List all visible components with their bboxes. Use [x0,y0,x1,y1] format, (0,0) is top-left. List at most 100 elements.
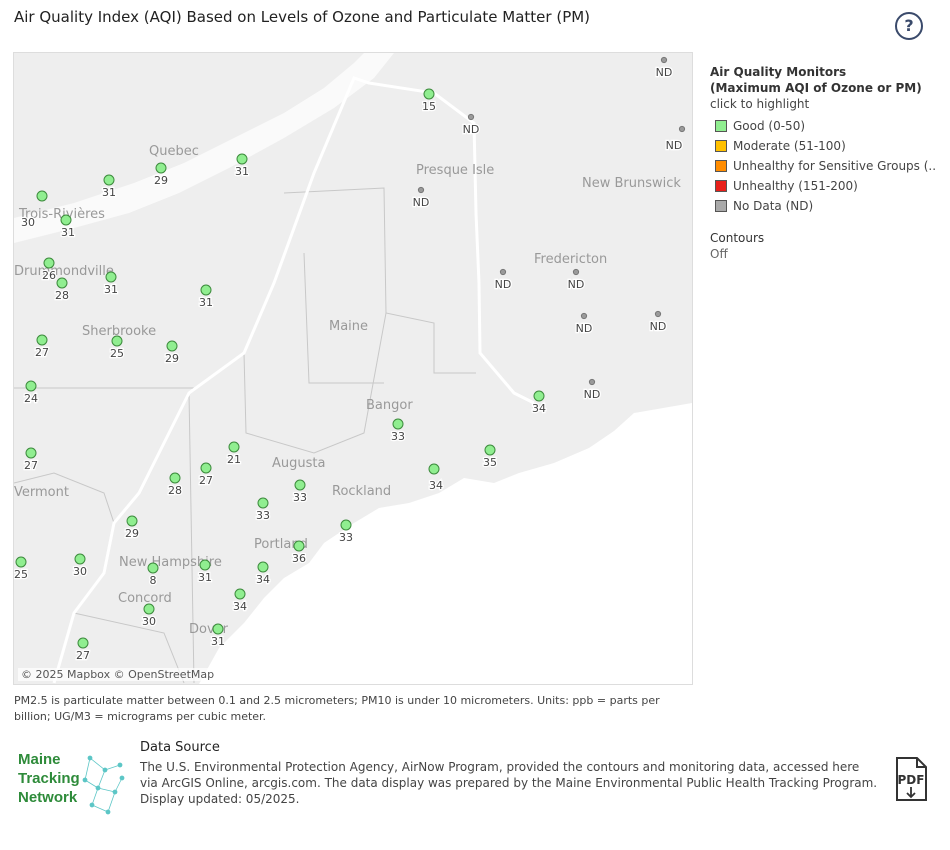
pdf-download-icon[interactable]: PDF [893,756,929,802]
monitor-marker[interactable]: 31 [103,271,119,297]
monitor-dot [533,390,545,402]
monitor-aqi-label: ND [656,66,673,79]
monitor-aqi-label: 15 [422,100,436,113]
place-label: New Brunswick [582,176,681,191]
contours-filter[interactable]: Contours Off [710,230,942,262]
monitor-aqi-label: ND [650,320,667,333]
map-canvas[interactable]: Quebec Trois-Rivières Drummondville Sherbro… [14,53,692,684]
legend-item-usg[interactable]: Unhealthy for Sensitive Groups (.. [710,156,942,176]
monitor-aqi-label: 31 [102,186,116,199]
monitor-marker[interactable]: 28 [167,472,183,498]
legend-item-moderate[interactable]: Moderate (51-100) [710,136,942,156]
monitor-marker[interactable]: 29 [153,162,169,188]
monitor-dot [147,562,159,574]
monitor-dot [392,418,404,430]
monitor-marker[interactable]: ND [582,378,602,402]
monitor-aqi-label: 31 [235,165,249,178]
monitor-aqi-label: 31 [211,635,225,648]
logo-line-3: Network [18,789,78,806]
monitor-aqi-label: 24 [24,392,38,405]
monitor-marker[interactable]: 31 [234,153,250,179]
monitor-dot [15,556,27,568]
maine-tracking-network-logo[interactable]: Maine Tracking Network [18,750,128,820]
monitor-marker[interactable]: 35 [482,444,498,470]
monitor-marker[interactable]: ND [664,125,686,153]
legend-swatch [715,180,727,192]
monitor-marker[interactable]: 36 [291,540,307,566]
legend-item-unhealthy[interactable]: Unhealthy (151-200) [710,176,942,196]
monitor-aqi-label: ND [568,278,585,291]
monitor-marker[interactable]: 28 [54,277,70,303]
monitor-marker[interactable]: 8 [147,562,159,588]
map-view[interactable]: Quebec Trois-Rivières Drummondville Sherbro… [13,52,693,685]
monitor-marker[interactable]: 34 [428,463,444,493]
monitor-marker[interactable]: 31 [101,174,117,200]
monitor-dot [572,268,580,276]
monitor-dot [74,553,86,565]
monitor-marker[interactable]: 33 [255,497,271,523]
monitor-marker[interactable]: ND [493,268,513,292]
help-icon[interactable]: ? [895,12,923,40]
monitor-aqi-label: 33 [293,491,307,504]
monitor-marker[interactable]: 21 [226,441,242,467]
monitor-dot [340,519,352,531]
monitor-marker[interactable]: 31 [198,284,214,310]
monitor-aqi-label: 33 [256,509,270,522]
monitor-marker[interactable]: ND [461,113,481,137]
monitor-dot [678,125,686,133]
legend-swatch [715,160,727,172]
monitor-marker[interactable]: 31 [60,214,76,240]
monitor-marker[interactable]: 30 [141,603,157,629]
monitor-dot [236,153,248,165]
place-label: New Hampshire [119,555,222,570]
monitor-marker[interactable]: 29 [124,515,140,541]
monitor-aqi-label: 27 [24,459,38,472]
contours-label: Contours [710,231,765,245]
monitor-marker[interactable]: 33 [390,418,406,444]
monitor-dot [580,312,588,320]
contours-value[interactable]: Off [710,247,728,261]
legend-item-no-data[interactable]: No Data (ND) [710,196,942,216]
monitor-marker[interactable]: 25 [14,556,29,582]
monitor-dot [103,174,115,186]
monitor-dot [588,378,596,386]
monitor-marker[interactable]: 25 [109,335,125,361]
place-label: Vermont [14,485,69,500]
legend-panel: Air Quality Monitors (Maximum AQI of Ozo… [710,64,942,262]
monitor-dot [36,190,48,202]
monitor-aqi-label: 30 [21,216,35,229]
monitor-marker[interactable]: 26 [41,257,57,283]
monitor-marker[interactable]: 15 [421,88,437,114]
monitor-marker[interactable]: 34 [232,588,248,614]
monitor-marker[interactable]: 30 [20,190,48,230]
monitor-marker[interactable]: 27 [23,447,39,473]
monitor-marker[interactable]: 34 [531,390,547,416]
monitor-marker[interactable]: ND [574,312,594,336]
monitor-marker[interactable]: ND [648,310,668,334]
place-label: Trois-Rivières [18,207,105,222]
monitor-marker[interactable]: 33 [338,519,354,545]
monitor-marker[interactable]: 33 [292,479,308,505]
monitor-marker[interactable]: ND [654,56,674,80]
monitor-marker[interactable]: 31 [197,559,213,585]
monitor-aqi-label: 35 [483,456,497,469]
data-source-text: The U.S. Environmental Protection Agency… [140,760,878,806]
monitor-marker[interactable]: ND [566,268,586,292]
monitor-dot [200,462,212,474]
monitor-marker[interactable]: 30 [72,553,88,579]
monitor-dot [257,561,269,573]
monitor-marker[interactable]: 27 [198,462,214,488]
place-label: Drummondville [14,264,114,279]
map-attribution[interactable]: © 2025 Mapbox © OpenStreetMap [18,668,218,681]
monitor-marker[interactable]: 31 [210,623,226,649]
monitor-dot [169,472,181,484]
monitor-marker[interactable]: 27 [75,637,91,663]
monitor-marker[interactable]: ND [411,186,431,210]
monitor-marker[interactable]: 34 [255,561,271,587]
monitor-marker[interactable]: 27 [34,334,50,360]
monitor-marker[interactable]: 29 [164,340,180,366]
legend-item-good[interactable]: Good (0-50) [710,116,942,136]
monitor-dot [43,257,55,269]
monitor-marker[interactable]: 24 [23,380,39,406]
monitor-dot [293,540,305,552]
